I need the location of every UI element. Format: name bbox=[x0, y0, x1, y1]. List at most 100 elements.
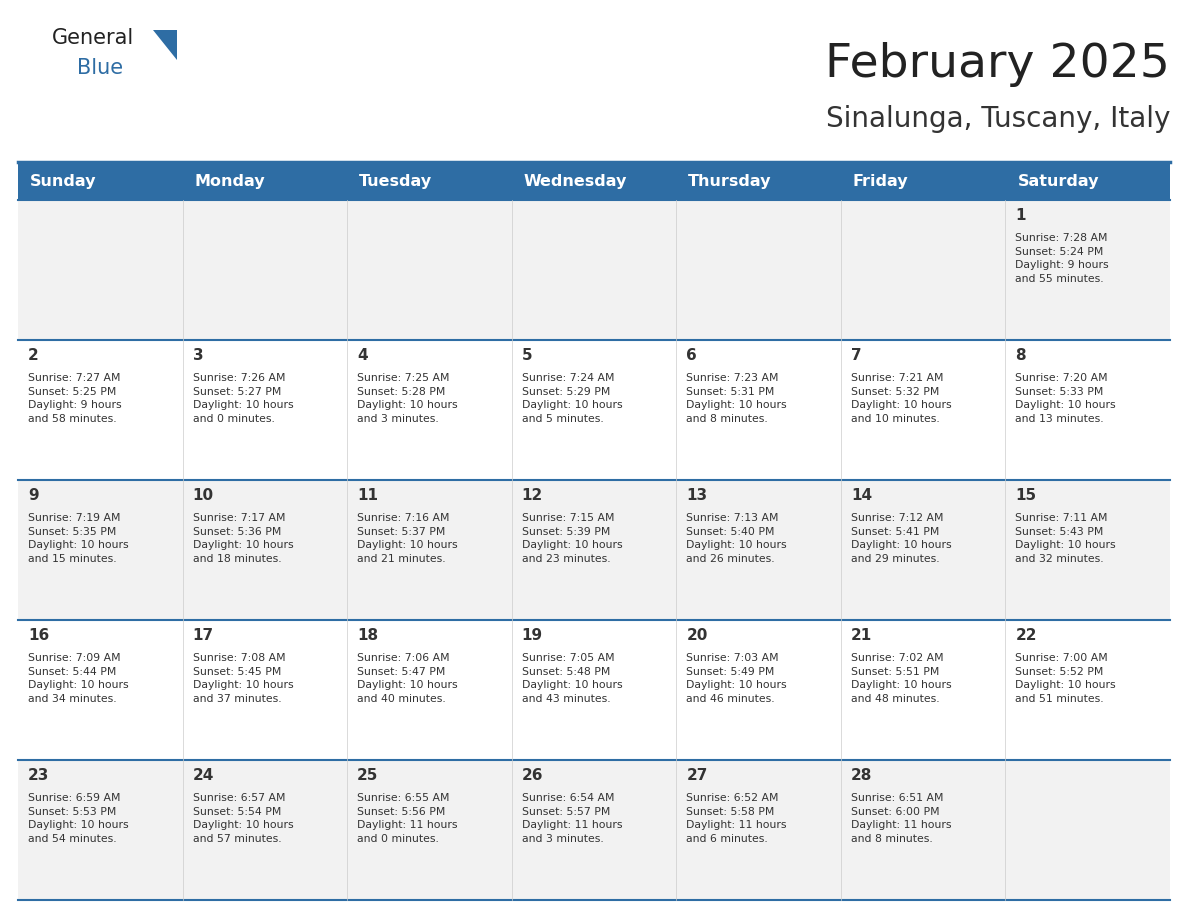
Polygon shape bbox=[153, 30, 177, 60]
Text: Sunrise: 7:17 AM
Sunset: 5:36 PM
Daylight: 10 hours
and 18 minutes.: Sunrise: 7:17 AM Sunset: 5:36 PM Dayligh… bbox=[192, 513, 293, 564]
Text: 22: 22 bbox=[1016, 628, 1037, 643]
Bar bbox=[18, 200, 183, 340]
Text: Sunrise: 7:06 AM
Sunset: 5:47 PM
Daylight: 10 hours
and 40 minutes.: Sunrise: 7:06 AM Sunset: 5:47 PM Dayligh… bbox=[358, 653, 457, 704]
Text: Sunrise: 7:12 AM
Sunset: 5:41 PM
Daylight: 10 hours
and 29 minutes.: Sunrise: 7:12 AM Sunset: 5:41 PM Dayligh… bbox=[851, 513, 952, 564]
Text: 27: 27 bbox=[687, 768, 708, 783]
Text: 26: 26 bbox=[522, 768, 543, 783]
Text: Sunrise: 7:02 AM
Sunset: 5:51 PM
Daylight: 10 hours
and 48 minutes.: Sunrise: 7:02 AM Sunset: 5:51 PM Dayligh… bbox=[851, 653, 952, 704]
Text: 17: 17 bbox=[192, 628, 214, 643]
Text: Sunrise: 6:59 AM
Sunset: 5:53 PM
Daylight: 10 hours
and 54 minutes.: Sunrise: 6:59 AM Sunset: 5:53 PM Dayligh… bbox=[29, 793, 128, 844]
Text: 18: 18 bbox=[358, 628, 378, 643]
Text: Sunrise: 7:20 AM
Sunset: 5:33 PM
Daylight: 10 hours
and 13 minutes.: Sunrise: 7:20 AM Sunset: 5:33 PM Dayligh… bbox=[1016, 373, 1116, 424]
Bar bbox=[347, 340, 512, 480]
Text: Sunrise: 7:15 AM
Sunset: 5:39 PM
Daylight: 10 hours
and 23 minutes.: Sunrise: 7:15 AM Sunset: 5:39 PM Dayligh… bbox=[522, 513, 623, 564]
Bar bbox=[1005, 200, 1170, 340]
Text: 14: 14 bbox=[851, 488, 872, 503]
Bar bbox=[512, 200, 676, 340]
Text: 25: 25 bbox=[358, 768, 379, 783]
Text: 4: 4 bbox=[358, 348, 368, 363]
Text: Sunrise: 7:03 AM
Sunset: 5:49 PM
Daylight: 10 hours
and 46 minutes.: Sunrise: 7:03 AM Sunset: 5:49 PM Dayligh… bbox=[687, 653, 786, 704]
Bar bbox=[676, 760, 841, 900]
Text: Sunrise: 6:52 AM
Sunset: 5:58 PM
Daylight: 11 hours
and 6 minutes.: Sunrise: 6:52 AM Sunset: 5:58 PM Dayligh… bbox=[687, 793, 786, 844]
Text: Sinalunga, Tuscany, Italy: Sinalunga, Tuscany, Italy bbox=[826, 105, 1170, 133]
Text: 19: 19 bbox=[522, 628, 543, 643]
Bar bbox=[18, 480, 183, 620]
Text: Thursday: Thursday bbox=[688, 174, 772, 188]
Bar bbox=[676, 620, 841, 760]
Bar bbox=[1005, 480, 1170, 620]
Text: 28: 28 bbox=[851, 768, 872, 783]
Bar bbox=[18, 760, 183, 900]
Bar bbox=[512, 760, 676, 900]
Bar bbox=[183, 620, 347, 760]
Text: Sunrise: 7:27 AM
Sunset: 5:25 PM
Daylight: 9 hours
and 58 minutes.: Sunrise: 7:27 AM Sunset: 5:25 PM Dayligh… bbox=[29, 373, 121, 424]
Bar bbox=[183, 760, 347, 900]
Bar bbox=[183, 480, 347, 620]
Text: 6: 6 bbox=[687, 348, 697, 363]
Text: Sunrise: 7:16 AM
Sunset: 5:37 PM
Daylight: 10 hours
and 21 minutes.: Sunrise: 7:16 AM Sunset: 5:37 PM Dayligh… bbox=[358, 513, 457, 564]
Text: Blue: Blue bbox=[77, 58, 124, 78]
Text: Sunrise: 7:23 AM
Sunset: 5:31 PM
Daylight: 10 hours
and 8 minutes.: Sunrise: 7:23 AM Sunset: 5:31 PM Dayligh… bbox=[687, 373, 786, 424]
Bar bbox=[347, 760, 512, 900]
Bar bbox=[183, 340, 347, 480]
Bar bbox=[676, 340, 841, 480]
Bar bbox=[841, 480, 1005, 620]
Text: 3: 3 bbox=[192, 348, 203, 363]
Text: Saturday: Saturday bbox=[1017, 174, 1099, 188]
Bar bbox=[676, 480, 841, 620]
Bar bbox=[18, 340, 183, 480]
Bar bbox=[347, 200, 512, 340]
Bar bbox=[18, 620, 183, 760]
Text: 15: 15 bbox=[1016, 488, 1037, 503]
Bar bbox=[512, 620, 676, 760]
Text: Sunrise: 6:57 AM
Sunset: 5:54 PM
Daylight: 10 hours
and 57 minutes.: Sunrise: 6:57 AM Sunset: 5:54 PM Dayligh… bbox=[192, 793, 293, 844]
Text: Sunrise: 7:19 AM
Sunset: 5:35 PM
Daylight: 10 hours
and 15 minutes.: Sunrise: 7:19 AM Sunset: 5:35 PM Dayligh… bbox=[29, 513, 128, 564]
Text: 8: 8 bbox=[1016, 348, 1026, 363]
Bar bbox=[841, 200, 1005, 340]
Text: 7: 7 bbox=[851, 348, 861, 363]
Text: Sunrise: 7:09 AM
Sunset: 5:44 PM
Daylight: 10 hours
and 34 minutes.: Sunrise: 7:09 AM Sunset: 5:44 PM Dayligh… bbox=[29, 653, 128, 704]
Text: February 2025: February 2025 bbox=[826, 42, 1170, 87]
Bar bbox=[1005, 620, 1170, 760]
Text: Sunrise: 7:08 AM
Sunset: 5:45 PM
Daylight: 10 hours
and 37 minutes.: Sunrise: 7:08 AM Sunset: 5:45 PM Dayligh… bbox=[192, 653, 293, 704]
Text: 1: 1 bbox=[1016, 208, 1026, 223]
Text: Monday: Monday bbox=[195, 174, 265, 188]
Bar bbox=[347, 620, 512, 760]
Text: Friday: Friday bbox=[853, 174, 909, 188]
Bar bbox=[1005, 760, 1170, 900]
Text: Sunrise: 7:13 AM
Sunset: 5:40 PM
Daylight: 10 hours
and 26 minutes.: Sunrise: 7:13 AM Sunset: 5:40 PM Dayligh… bbox=[687, 513, 786, 564]
Text: 24: 24 bbox=[192, 768, 214, 783]
Text: Sunrise: 7:26 AM
Sunset: 5:27 PM
Daylight: 10 hours
and 0 minutes.: Sunrise: 7:26 AM Sunset: 5:27 PM Dayligh… bbox=[192, 373, 293, 424]
Text: 21: 21 bbox=[851, 628, 872, 643]
Bar bbox=[512, 340, 676, 480]
Bar bbox=[676, 200, 841, 340]
Bar bbox=[1005, 340, 1170, 480]
Text: Sunrise: 6:55 AM
Sunset: 5:56 PM
Daylight: 11 hours
and 0 minutes.: Sunrise: 6:55 AM Sunset: 5:56 PM Dayligh… bbox=[358, 793, 457, 844]
Text: Sunrise: 7:11 AM
Sunset: 5:43 PM
Daylight: 10 hours
and 32 minutes.: Sunrise: 7:11 AM Sunset: 5:43 PM Dayligh… bbox=[1016, 513, 1116, 564]
Text: Sunrise: 6:54 AM
Sunset: 5:57 PM
Daylight: 11 hours
and 3 minutes.: Sunrise: 6:54 AM Sunset: 5:57 PM Dayligh… bbox=[522, 793, 623, 844]
Bar bbox=[841, 760, 1005, 900]
Text: 13: 13 bbox=[687, 488, 707, 503]
Text: Wednesday: Wednesday bbox=[524, 174, 627, 188]
Text: Sunrise: 7:25 AM
Sunset: 5:28 PM
Daylight: 10 hours
and 3 minutes.: Sunrise: 7:25 AM Sunset: 5:28 PM Dayligh… bbox=[358, 373, 457, 424]
Text: 11: 11 bbox=[358, 488, 378, 503]
Text: 12: 12 bbox=[522, 488, 543, 503]
Text: Sunrise: 7:05 AM
Sunset: 5:48 PM
Daylight: 10 hours
and 43 minutes.: Sunrise: 7:05 AM Sunset: 5:48 PM Dayligh… bbox=[522, 653, 623, 704]
Text: Sunrise: 7:00 AM
Sunset: 5:52 PM
Daylight: 10 hours
and 51 minutes.: Sunrise: 7:00 AM Sunset: 5:52 PM Dayligh… bbox=[1016, 653, 1116, 704]
Text: 16: 16 bbox=[29, 628, 49, 643]
Bar bbox=[18, 162, 1170, 200]
Text: 2: 2 bbox=[29, 348, 39, 363]
Text: 20: 20 bbox=[687, 628, 708, 643]
Text: 23: 23 bbox=[29, 768, 50, 783]
Text: Sunrise: 6:51 AM
Sunset: 6:00 PM
Daylight: 11 hours
and 8 minutes.: Sunrise: 6:51 AM Sunset: 6:00 PM Dayligh… bbox=[851, 793, 952, 844]
Text: 9: 9 bbox=[29, 488, 39, 503]
Text: General: General bbox=[52, 28, 134, 48]
Text: Sunrise: 7:24 AM
Sunset: 5:29 PM
Daylight: 10 hours
and 5 minutes.: Sunrise: 7:24 AM Sunset: 5:29 PM Dayligh… bbox=[522, 373, 623, 424]
Text: Sunrise: 7:21 AM
Sunset: 5:32 PM
Daylight: 10 hours
and 10 minutes.: Sunrise: 7:21 AM Sunset: 5:32 PM Dayligh… bbox=[851, 373, 952, 424]
Text: 5: 5 bbox=[522, 348, 532, 363]
Bar bbox=[347, 480, 512, 620]
Text: Tuesday: Tuesday bbox=[359, 174, 432, 188]
Bar bbox=[841, 620, 1005, 760]
Text: Sunrise: 7:28 AM
Sunset: 5:24 PM
Daylight: 9 hours
and 55 minutes.: Sunrise: 7:28 AM Sunset: 5:24 PM Dayligh… bbox=[1016, 233, 1110, 284]
Text: Sunday: Sunday bbox=[30, 174, 96, 188]
